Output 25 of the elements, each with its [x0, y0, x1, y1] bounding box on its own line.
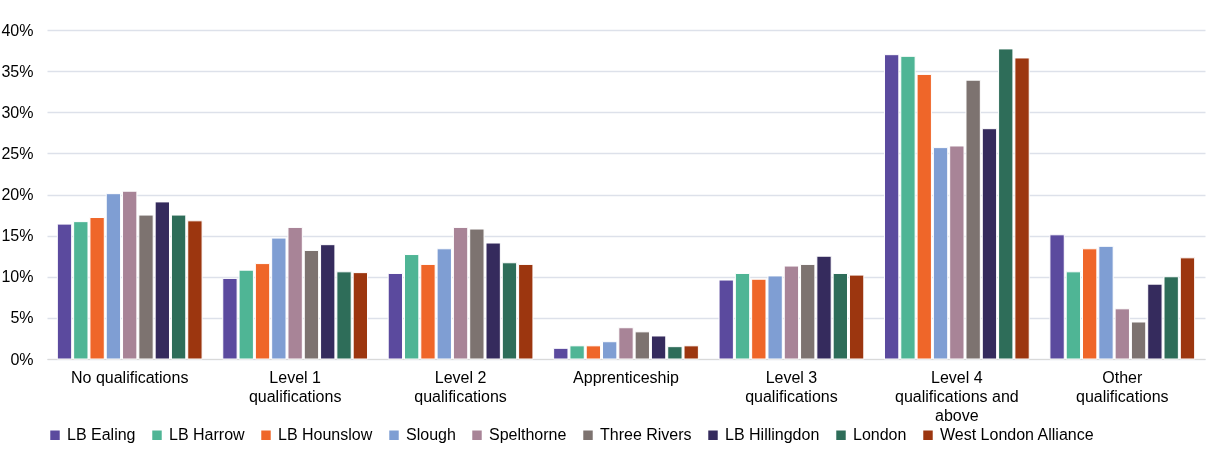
x-tick-label: No qualifications: [71, 368, 189, 386]
legend-label: Three Rivers: [600, 426, 692, 444]
y-tick-label: 20%: [1, 186, 34, 203]
legend-label: LB Ealing: [67, 426, 136, 444]
x-tick-label: Other qualifications: [1076, 368, 1169, 405]
legend-label: Slough: [406, 426, 456, 444]
y-tick-label: 35%: [1, 62, 34, 80]
y-tick-label: 40%: [1, 21, 34, 39]
y-tick-label: 15%: [1, 227, 34, 245]
legend-label: LB Hillingdon: [725, 426, 820, 444]
x-tick-label: Level 2 qualifications: [414, 368, 507, 405]
legend-label: LB Harrow: [169, 426, 246, 444]
y-tick-label: 0%: [10, 350, 34, 368]
y-tick-label: 30%: [1, 103, 34, 121]
x-tick-label: Apprenticeship: [573, 368, 680, 386]
y-tick-label: 5%: [10, 309, 34, 327]
legend-label: London: [853, 426, 907, 444]
x-tick-label: Level 4 qualifications and above: [895, 368, 1019, 424]
legend-label: West London Alliance: [940, 426, 1094, 444]
y-tick-label: 25%: [1, 144, 34, 162]
legend-label: LB Hounslow: [278, 426, 373, 444]
y-tick-label: 10%: [1, 268, 34, 286]
x-tick-label: Level 3 qualifications: [745, 368, 838, 405]
legend-label: Spelthorne: [489, 426, 567, 444]
x-tick-label: Level 1 qualifications: [248, 368, 342, 405]
